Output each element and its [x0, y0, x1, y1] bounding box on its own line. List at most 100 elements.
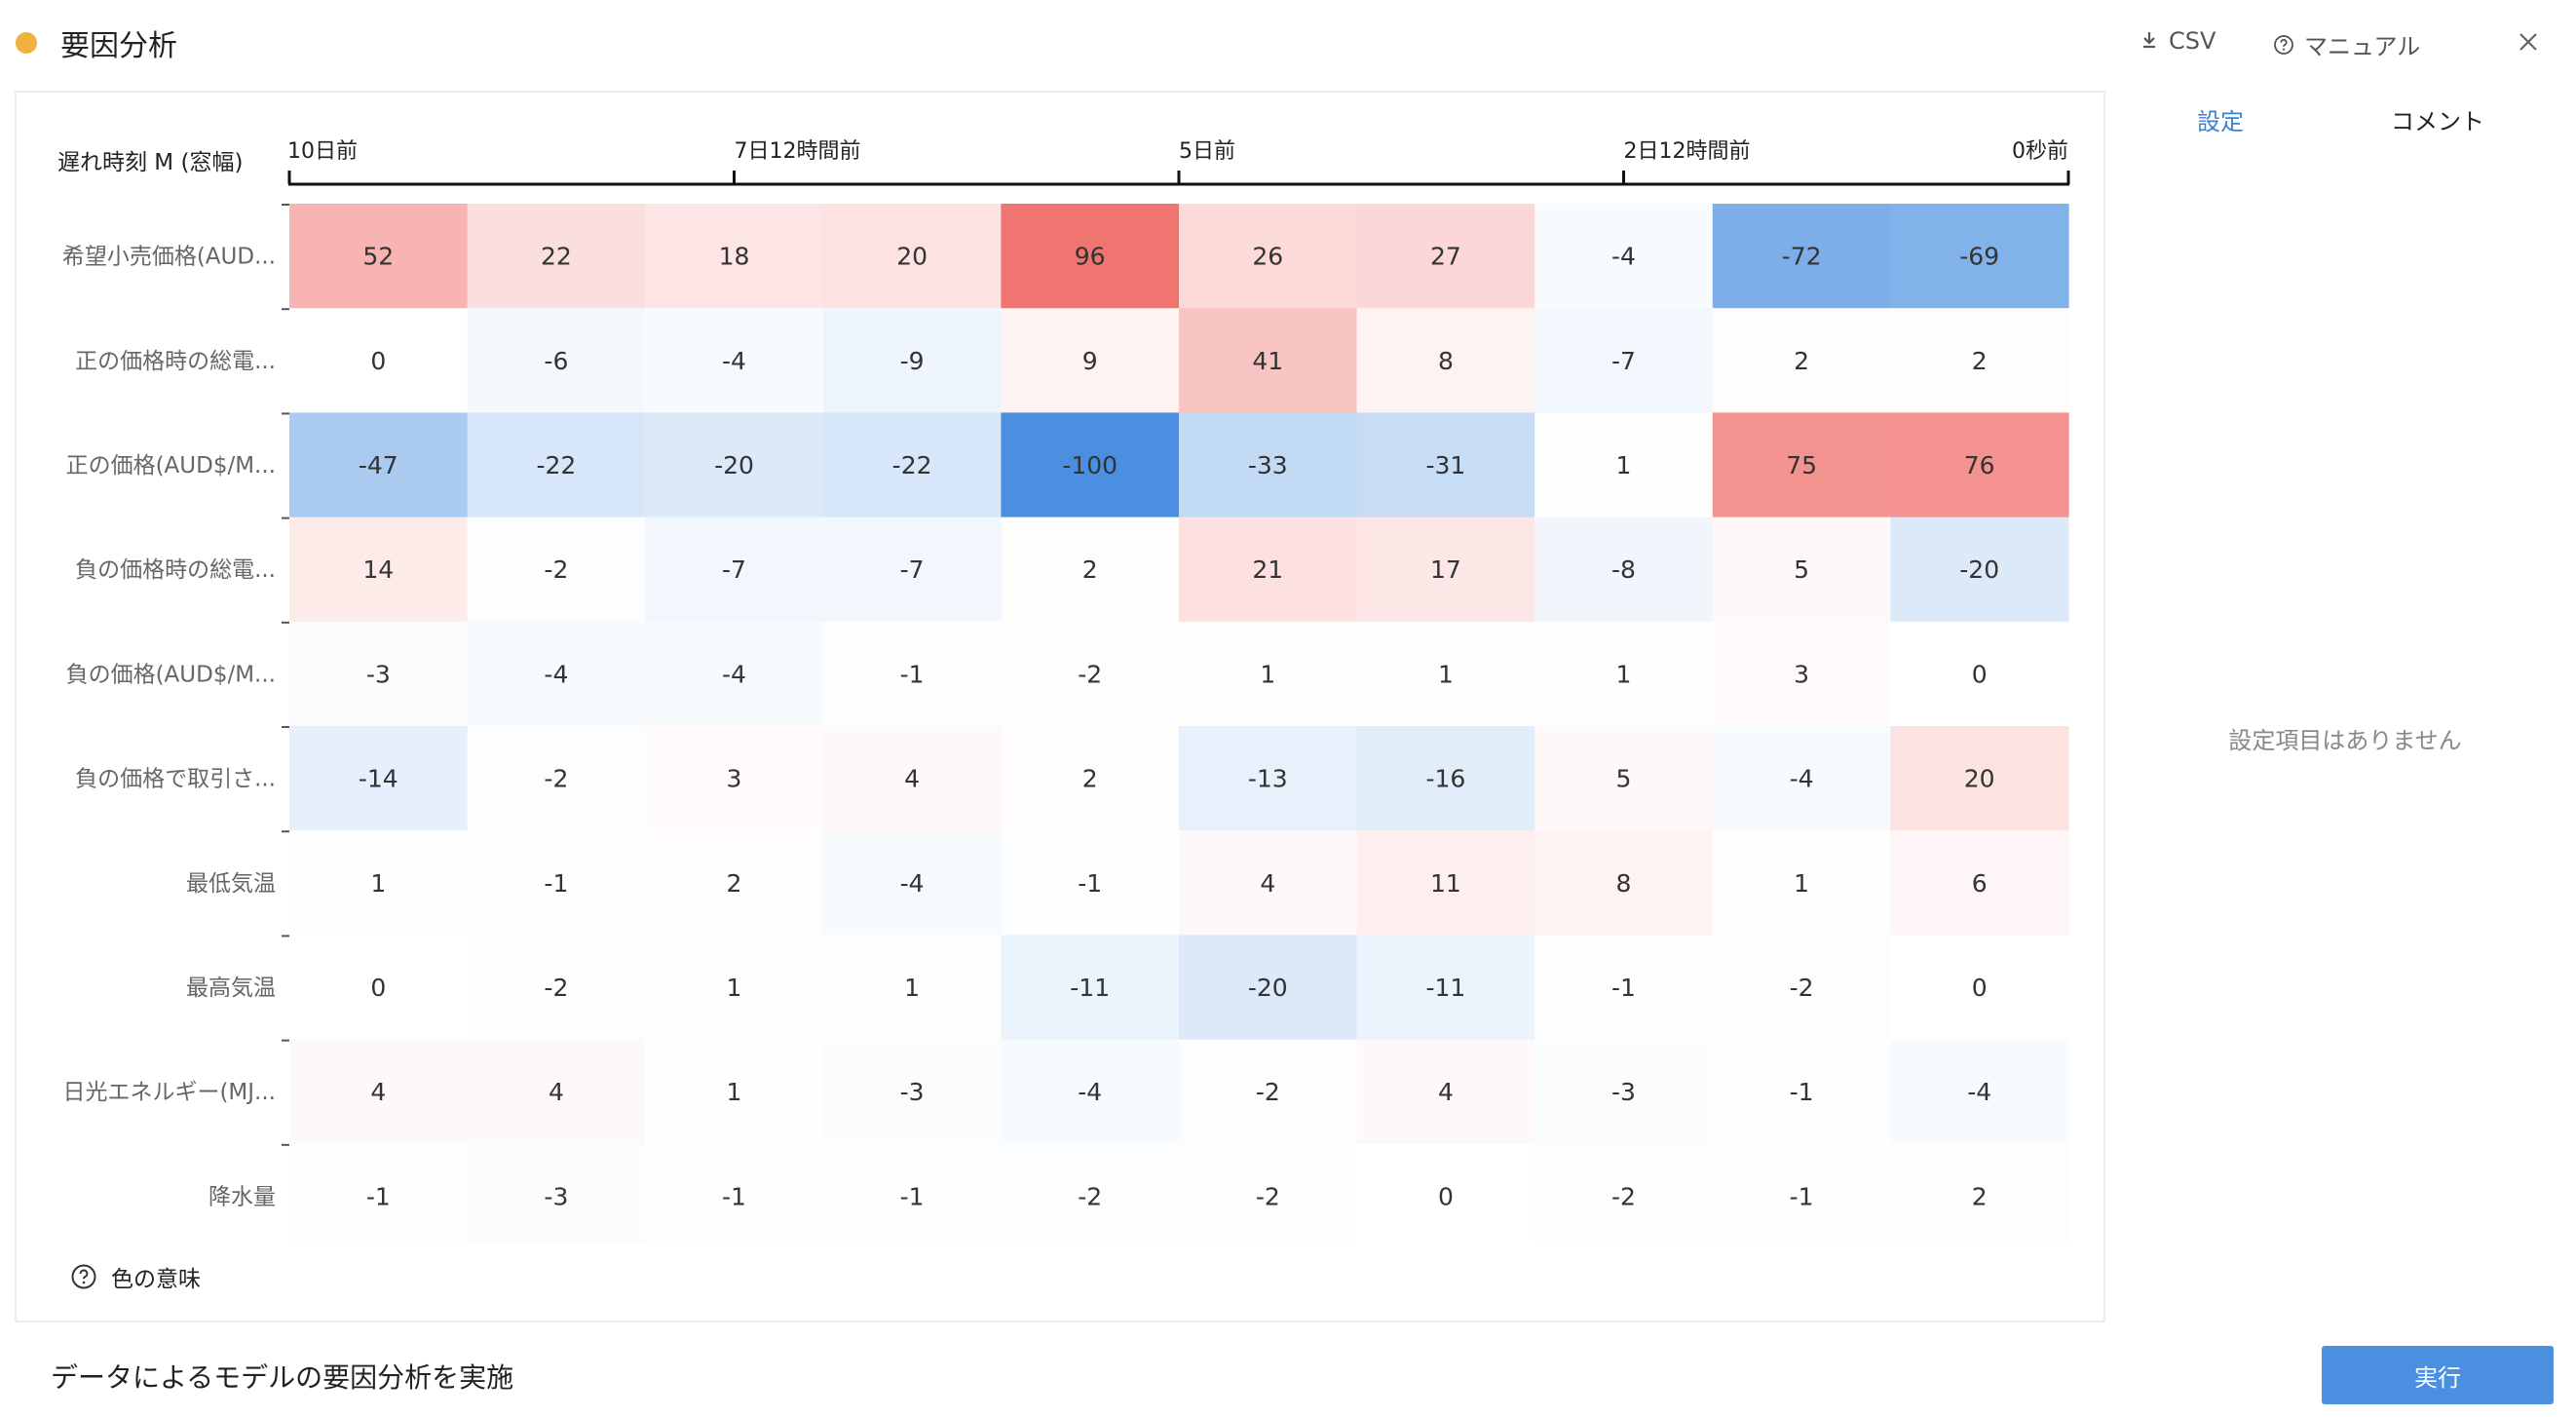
cell-value-label: -2 [544, 555, 568, 584]
heatmap-cell [1534, 935, 1714, 1041]
heatmap-cell [1534, 1039, 1714, 1145]
heatmap-cell [1712, 621, 1891, 727]
cell-value-label: 22 [541, 243, 572, 271]
cell-value-label: -3 [544, 1182, 568, 1210]
manual-button[interactable]: マニュアル [2273, 27, 2420, 61]
heatmap-cell [1890, 517, 2069, 623]
heatmap-cell [467, 935, 646, 1041]
cell-value-label: 4 [1438, 1078, 1454, 1106]
heatmap-cell [289, 308, 469, 413]
heatmap-cell [1712, 726, 1891, 831]
color-meaning-label: 色の意味 [111, 1267, 201, 1292]
cell-value-label: -4 [722, 660, 746, 688]
cell-value-label: -16 [1425, 765, 1465, 793]
heatmap-cell [467, 726, 646, 831]
cell-value-label: 5 [1616, 765, 1632, 793]
x-tick-label: 2日12時間前 [1624, 139, 1751, 164]
row-label: 負の価格時の総電... [75, 557, 276, 583]
cell-value-label: -2 [544, 765, 568, 793]
cell-value-label: -2 [1790, 974, 1814, 1002]
heatmap-cell [645, 1143, 824, 1243]
heatmap-cell [1179, 935, 1358, 1041]
heatmap-cell [822, 830, 1002, 936]
heatmap-cell [1179, 1143, 1358, 1243]
run-button[interactable]: 実行 [2322, 1346, 2554, 1404]
x-tick-label: 5日前 [1179, 139, 1235, 164]
cell-value-label: 1 [904, 974, 920, 1002]
cell-value-label: 96 [1075, 243, 1106, 271]
cell-value-label: -4 [544, 660, 568, 688]
help-circle-icon [2274, 34, 2293, 55]
cell-value-label: -20 [1959, 555, 1999, 584]
heatmap-cell [1890, 1143, 2069, 1243]
cell-value-label: -4 [900, 869, 925, 898]
heatmap-cell [822, 726, 1002, 831]
heatmap-cell [1712, 517, 1891, 623]
cell-value-label: 2 [1972, 1182, 1988, 1210]
heatmap-cell [289, 517, 469, 623]
heatmap-cell [1890, 1039, 2069, 1145]
cell-value-label: -22 [536, 451, 576, 479]
heatmap-cell [1356, 830, 1535, 936]
cell-value-label: 20 [896, 243, 928, 271]
cell-value-label: 1 [727, 974, 742, 1002]
help-circle-icon [71, 1264, 96, 1289]
heatmap-cell [1356, 1039, 1535, 1145]
cell-value-label: -69 [1959, 243, 1999, 271]
cell-value-label: -7 [900, 555, 925, 584]
heatmap-cell [1179, 412, 1358, 518]
heatmap-cell [1001, 517, 1180, 623]
heatmap-cell [1179, 830, 1358, 936]
tab-settings[interactable]: 設定 [2197, 108, 2244, 135]
cell-value-label: 14 [362, 555, 394, 584]
cell-value-label: 2 [1082, 765, 1098, 793]
heatmap-cell [1712, 1143, 1891, 1243]
cell-value-label: 8 [1438, 347, 1454, 375]
cell-value-label: -1 [1790, 1078, 1814, 1106]
cell-value-label: -2 [1078, 1182, 1102, 1210]
cell-value-label: 6 [1972, 869, 1988, 898]
csv-label: CSV [2169, 27, 2216, 55]
heatmap-cell [1179, 1039, 1358, 1145]
heatmap-cell [1179, 517, 1358, 623]
heatmap-cell [822, 412, 1002, 518]
heatmap-cell [467, 830, 646, 936]
heatmap-cell [1534, 621, 1714, 727]
heatmap-cell [1534, 1143, 1714, 1243]
cell-value-label: 3 [1794, 660, 1809, 688]
heatmap-cell [1001, 621, 1180, 727]
row-label: 降水量 [208, 1184, 276, 1209]
heatmap-cell [1179, 308, 1358, 413]
heatmap-cell [1179, 726, 1358, 831]
heatmap-cell [1712, 204, 1891, 309]
cell-value-label: 4 [370, 1078, 386, 1106]
heatmap-cell [1356, 621, 1535, 727]
heatmap-cell [1534, 517, 1714, 623]
heatmap-cell [1001, 1039, 1180, 1145]
cell-value-label: -1 [900, 1182, 925, 1210]
cell-value-label: -4 [1790, 765, 1814, 793]
cell-value-label: -2 [1256, 1078, 1280, 1106]
cell-value-label: -100 [1062, 451, 1118, 479]
cell-value-label: 4 [549, 1078, 564, 1106]
heatmap-cell [1534, 412, 1714, 518]
heatmap-cell [1534, 830, 1714, 936]
cell-value-label: -7 [1611, 347, 1636, 375]
cell-value-label: 1 [1794, 869, 1809, 898]
heatmap-cell [1890, 621, 2069, 727]
cell-value-label: -3 [900, 1078, 925, 1106]
heatmap-cell [1712, 935, 1891, 1041]
csv-download-button[interactable]: CSV [2140, 27, 2216, 55]
close-icon[interactable] [2514, 27, 2543, 57]
download-icon [2143, 32, 2155, 49]
color-meaning-link[interactable]: 色の意味 [70, 1260, 201, 1293]
heatmap-cell [1356, 308, 1535, 413]
row-label: 日光エネルギー(MJ... [62, 1080, 276, 1105]
cell-value-label: -11 [1070, 974, 1110, 1002]
heatmap-cell [1356, 412, 1535, 518]
heatmap-cell [822, 1039, 1002, 1145]
tab-comments[interactable]: コメント [2391, 108, 2484, 135]
cell-value-label: 0 [1972, 660, 1988, 688]
cell-value-label: 1 [1438, 660, 1454, 688]
cell-value-label: -7 [722, 555, 746, 584]
